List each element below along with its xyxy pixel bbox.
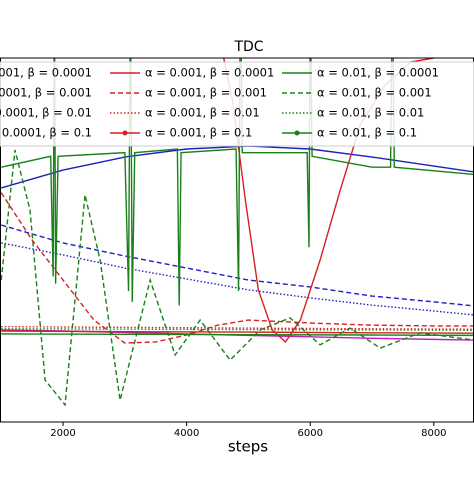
x-tick-label: 2000 [50, 428, 75, 439]
x-axis-label: steps [228, 438, 268, 456]
chart-title: TDC [233, 39, 263, 55]
series-line [1, 145, 474, 189]
series-line [1, 330, 474, 334]
plot-area [0, 58, 474, 407]
legend-label: α = 0.001, β = 0.0001 [145, 66, 274, 80]
x-tick-label: 4000 [174, 428, 199, 439]
legend-label: α = 0.01, β = 0.0001 [317, 66, 439, 80]
series-line [0, 149, 474, 407]
series-line [1, 328, 474, 331]
legend-marker [122, 130, 128, 136]
series-line [1, 242, 474, 316]
series-line [1, 333, 474, 337]
legend-label: α = 0.001, β = 0.1 [145, 126, 252, 140]
legend-label: α = 0.001, β = 0.01 [145, 106, 260, 120]
legend-label: α = 0.0001, β = 0.0001 [0, 66, 92, 80]
legend-label: α = 0.01, β = 0.01 [317, 106, 424, 120]
series-line [1, 224, 474, 307]
x-tick-label: 8000 [421, 428, 446, 439]
legend-label: α = 0.0001, β = 0.1 [0, 126, 92, 140]
series-line [1, 58, 474, 306]
legend-label: α = 0.01, β = 0.1 [317, 126, 417, 140]
legend-marker [294, 130, 300, 136]
legend-label: α = 0.0001, β = 0.01 [0, 106, 92, 120]
legend-label: α = 0.001, β = 0.001 [145, 86, 267, 100]
legend-label: α = 0.0001, β = 0.001 [0, 86, 92, 100]
legend-box [0, 61, 474, 147]
legend-label: α = 0.01, β = 0.001 [317, 86, 432, 100]
x-tick-label: 6000 [298, 428, 323, 439]
legend: α = 0.0001, β = 0.0001 α = 0.0001, β = 0.… [0, 61, 474, 147]
